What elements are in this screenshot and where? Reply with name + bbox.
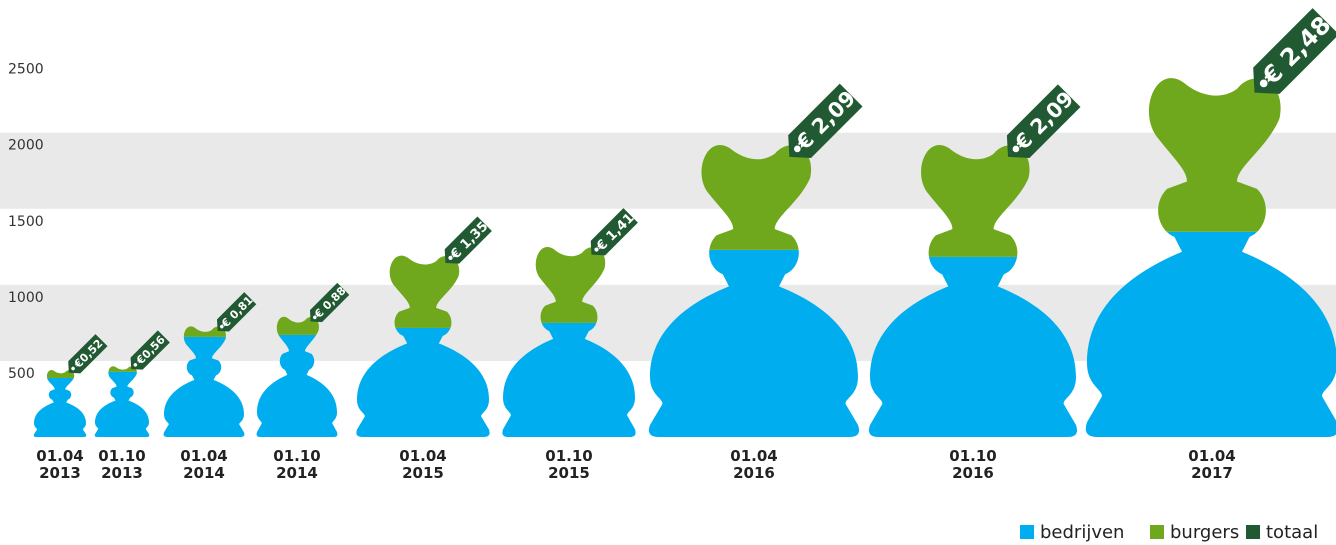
tag-hole: [313, 315, 317, 320]
tag-hole: [448, 255, 453, 261]
grid-band: [0, 132, 1336, 209]
tag-hole: [1012, 145, 1020, 153]
y-tick-label: 2000: [8, 138, 44, 154]
legend-label: burgers: [1170, 522, 1239, 543]
x-tick-line: 2013: [39, 464, 81, 482]
tag-hole: [220, 324, 224, 329]
tag-hole: [1259, 79, 1268, 88]
x-tick-label: 01.10 2015: [545, 447, 592, 482]
x-tick-line: 01.04: [399, 447, 446, 465]
x-tick-line: 2017: [1191, 464, 1233, 482]
tag-hole: [71, 366, 75, 371]
y-tick-label: 500: [8, 366, 35, 382]
x-tick-label: 01.04 2017: [1188, 447, 1235, 482]
y-tick-label: 1000: [8, 290, 44, 306]
x-tick-label: 01.04 2013: [36, 447, 83, 482]
bar: [33, 377, 87, 437]
y-tick-label: 1500: [8, 214, 44, 230]
x-tick-label: 01.10 2016: [949, 447, 996, 482]
x-tick-line: 01.04: [1188, 447, 1235, 465]
tag-shape: [68, 334, 108, 374]
bar: [1085, 231, 1336, 437]
tag-shape: [1006, 84, 1081, 158]
x-tick-line: 01.10: [545, 447, 592, 465]
tag-shape: [130, 330, 170, 370]
legend-swatch: [1246, 525, 1260, 539]
legend-label: bedrijven: [1040, 522, 1124, 543]
y-tick-label: 2500: [8, 62, 44, 78]
legend-swatch: [1150, 525, 1164, 539]
bar: [868, 256, 1078, 437]
tag-shape: [590, 208, 638, 256]
bar: [33, 370, 87, 378]
x-tick-line: 01.04: [730, 447, 777, 465]
x-tick-line: 01.10: [98, 447, 145, 465]
tag-hole: [594, 247, 599, 252]
x-tick-label: 01.04 2015: [399, 447, 446, 482]
tag-shape: [1253, 8, 1336, 94]
tag-shape: [216, 292, 257, 332]
tag-shape: [444, 216, 492, 264]
legend-label: totaal: [1266, 522, 1318, 543]
x-tick-line: 2015: [402, 464, 444, 482]
x-tick-label: 01.10 2014: [273, 447, 320, 482]
price-tag: € 1,41: [590, 208, 638, 256]
tag-hole: [133, 363, 138, 367]
legend-swatch: [1020, 525, 1034, 539]
x-tick-line: 01.10: [273, 447, 320, 465]
x-tick-line: 2015: [548, 464, 590, 482]
tag-label: € 2,48: [1256, 11, 1336, 91]
x-tick-line: 2014: [183, 464, 225, 482]
x-tick-line: 01.10: [949, 447, 996, 465]
x-tick-label: 01.04 2016: [730, 447, 777, 482]
tag-hole: [794, 145, 801, 153]
tag-shape: [309, 282, 350, 323]
x-tick-line: 01.04: [36, 447, 83, 465]
x-tick-line: 2013: [101, 464, 143, 482]
x-tick-line: 01.04: [180, 447, 227, 465]
bar: [648, 249, 860, 437]
x-tick-line: 2016: [733, 464, 775, 482]
bar: [94, 371, 150, 437]
price-tag: € 2,48: [1253, 8, 1336, 94]
tag-shape: [788, 83, 863, 158]
x-tick-label: 01.10 2013: [98, 447, 145, 482]
x-tick-line: 2014: [276, 464, 318, 482]
price-tag: € 1,35: [444, 216, 492, 264]
x-tick-line: 2016: [952, 464, 994, 482]
x-tick-label: 01.04 2014: [180, 447, 227, 482]
